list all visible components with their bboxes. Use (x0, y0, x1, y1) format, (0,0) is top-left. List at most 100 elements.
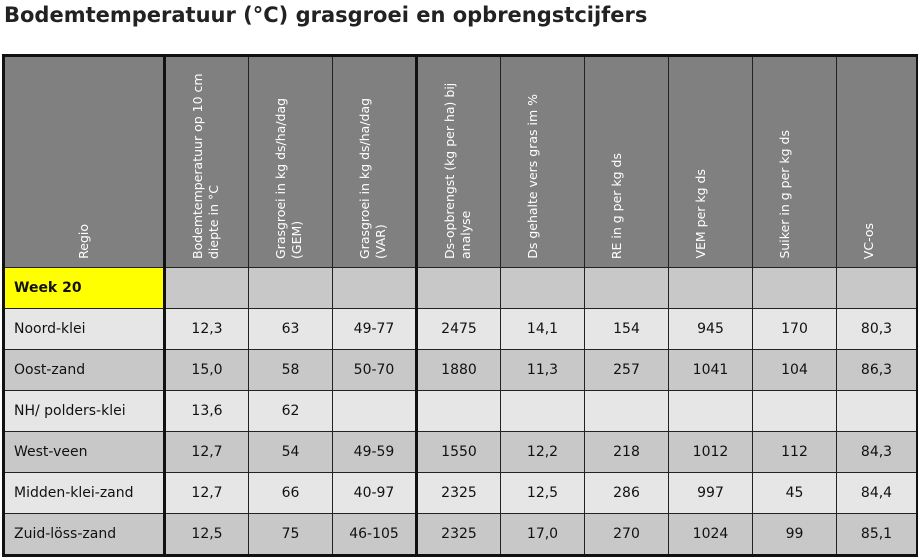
column-header: VC-os (836, 55, 918, 268)
row-label: NH/ polders-klei (3, 390, 166, 432)
cell (500, 267, 585, 309)
cell: 218 (584, 431, 669, 473)
cell: 12,5 (500, 472, 585, 514)
row-label: Noord-klei (3, 308, 166, 350)
cell: 257 (584, 349, 669, 391)
cell (164, 267, 249, 309)
cell (752, 390, 837, 432)
cell: 2475 (416, 308, 501, 350)
cell: 170 (752, 308, 837, 350)
cell: 1880 (416, 349, 501, 391)
cell: 99 (752, 513, 837, 556)
cell: 1041 (668, 349, 753, 391)
cell: 86,3 (836, 349, 918, 391)
table-row: Oost-zand 15,0 58 50-70 1880 11,3 257 1041 104 86… (3, 349, 918, 391)
column-header: Grasgroei in kg ds/ha/dag (VAR) (332, 55, 418, 268)
cell: 14,1 (500, 308, 585, 350)
cell: 54 (248, 431, 333, 473)
cell: 12,3 (164, 308, 249, 350)
row-label: Week 20 (3, 267, 166, 309)
cell (668, 267, 753, 309)
cell: 45 (752, 472, 837, 514)
cell: 286 (584, 472, 669, 514)
table-row: Week 20 (3, 267, 918, 309)
header-text: Ds-opbrengst (kg per ha) bij analyse (442, 82, 473, 259)
cell: 12,7 (164, 431, 249, 473)
cell: 62 (248, 390, 333, 432)
cell: 84,4 (836, 472, 918, 514)
cell (332, 267, 418, 309)
cell: 12,7 (164, 472, 249, 514)
cell: 40-97 (332, 472, 418, 514)
cell: 46-105 (332, 513, 418, 556)
cell: 80,3 (836, 308, 918, 350)
table-row: West-veen 12,7 54 49-59 1550 12,2 218 1012 112 84… (3, 431, 918, 473)
table-row: Midden-klei-zand 12,7 66 40-97 2325 12,5 286 99… (3, 472, 918, 514)
table-body: Week 20 Noord-klei 12,3 63 49-77 2475 14,1 154 9… (3, 267, 918, 556)
header-row: Regio Bodemtemperatuur op 10 cm diepte in… (3, 55, 918, 268)
cell: 63 (248, 308, 333, 350)
cell: 2325 (416, 472, 501, 514)
data-table: Regio Bodemtemperatuur op 10 cm diepte in… (2, 54, 918, 557)
cell (248, 267, 333, 309)
cell: 270 (584, 513, 669, 556)
table-row: Zuid-löss-zand 12,5 75 46-105 2325 17,0 270 102… (3, 513, 918, 556)
cell: 49-77 (332, 308, 418, 350)
header-text: RE in g per kg ds (609, 152, 624, 259)
header-text: Grasgroei in kg ds/ha/dag (GEM) (273, 97, 304, 259)
header-text: Suiker in g per kg ds (777, 130, 792, 259)
cell: 13,6 (164, 390, 249, 432)
header-text: Regio (76, 224, 91, 259)
header-text: Grasgroei in kg ds/ha/dag (VAR) (357, 97, 388, 259)
cell: 84,3 (836, 431, 918, 473)
cell: 11,3 (500, 349, 585, 391)
column-header: VEM per kg ds (668, 55, 753, 268)
cell: 154 (584, 308, 669, 350)
cell (500, 390, 585, 432)
cell: 945 (668, 308, 753, 350)
cell (836, 267, 918, 309)
header-text: VEM per kg ds (693, 169, 708, 259)
cell: 85,1 (836, 513, 918, 556)
cell: 50-70 (332, 349, 418, 391)
row-label: Midden-klei-zand (3, 472, 166, 514)
column-header: RE in g per kg ds (584, 55, 669, 268)
cell: 1024 (668, 513, 753, 556)
cell: 66 (248, 472, 333, 514)
cell: 58 (248, 349, 333, 391)
page-title: Bodemtemperatuur (°C) grasgroei en opbre… (4, 3, 648, 27)
cell: 12,5 (164, 513, 249, 556)
cell (752, 267, 837, 309)
cell: 49-59 (332, 431, 418, 473)
cell (584, 267, 669, 309)
row-label: West-veen (3, 431, 166, 473)
cell: 12,2 (500, 431, 585, 473)
column-header: Suiker in g per kg ds (752, 55, 837, 268)
cell: 112 (752, 431, 837, 473)
column-header: Bodemtemperatuur op 10 cm diepte in °C (164, 55, 249, 268)
cell: 75 (248, 513, 333, 556)
cell: 15,0 (164, 349, 249, 391)
header-text: VC-os (861, 222, 876, 259)
header-text: Ds gehalte vers gras im % (525, 94, 540, 259)
cell: 1012 (668, 431, 753, 473)
row-label: Zuid-löss-zand (3, 513, 166, 556)
cell (584, 390, 669, 432)
row-label: Oost-zand (3, 349, 166, 391)
cell (416, 267, 501, 309)
cell (836, 390, 918, 432)
table-row: Noord-klei 12,3 63 49-77 2475 14,1 154 945 170 80… (3, 308, 918, 350)
column-header: Grasgroei in kg ds/ha/dag (GEM) (248, 55, 333, 268)
table-row: NH/ polders-klei 13,6 62 (3, 390, 918, 432)
cell: 1550 (416, 431, 501, 473)
cell: 104 (752, 349, 837, 391)
cell: 17,0 (500, 513, 585, 556)
cell (668, 390, 753, 432)
column-header: Ds gehalte vers gras im % (500, 55, 585, 268)
column-header: Regio (3, 55, 166, 268)
cell (416, 390, 501, 432)
header-text: Bodemtemperatuur op 10 cm diepte in °C (190, 73, 221, 259)
cell (332, 390, 418, 432)
cell: 997 (668, 472, 753, 514)
